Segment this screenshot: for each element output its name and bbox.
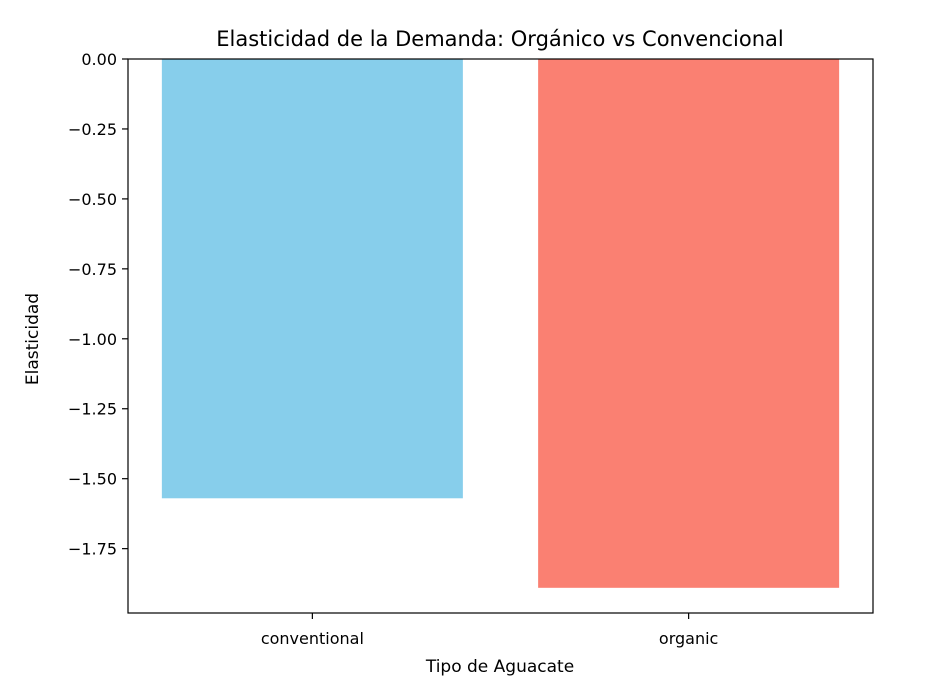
y-tick-label: −1.50 [68, 470, 117, 489]
chart-title: Elasticidad de la Demanda: Orgánico vs C… [216, 27, 784, 51]
plot-frame [127, 58, 874, 614]
x-tick-label: conventional [261, 629, 364, 648]
y-axis-ticks: 0.00 −0.25 −0.50 −0.75 −1.00 −1.25 −1.50 −1.75 [68, 50, 128, 559]
y-tick-label: −1.75 [68, 540, 117, 559]
y-tick-label: 0.00 [81, 50, 117, 69]
bar-conventional [161, 59, 463, 499]
bar-organic [538, 59, 840, 588]
y-tick-label: −0.75 [68, 260, 117, 279]
y-axis-label: Elasticidad [23, 293, 43, 385]
y-tick-label: −0.25 [68, 120, 117, 139]
x-axis-label: Tipo de Aguacate [425, 657, 574, 677]
y-tick-label: −1.00 [68, 330, 117, 349]
x-axis-ticks: conventional organic [261, 613, 718, 648]
bars-group [161, 59, 840, 588]
x-tick-label: organic [659, 629, 718, 648]
y-tick-label: −0.50 [68, 190, 117, 209]
y-tick-label: −1.25 [68, 400, 117, 419]
